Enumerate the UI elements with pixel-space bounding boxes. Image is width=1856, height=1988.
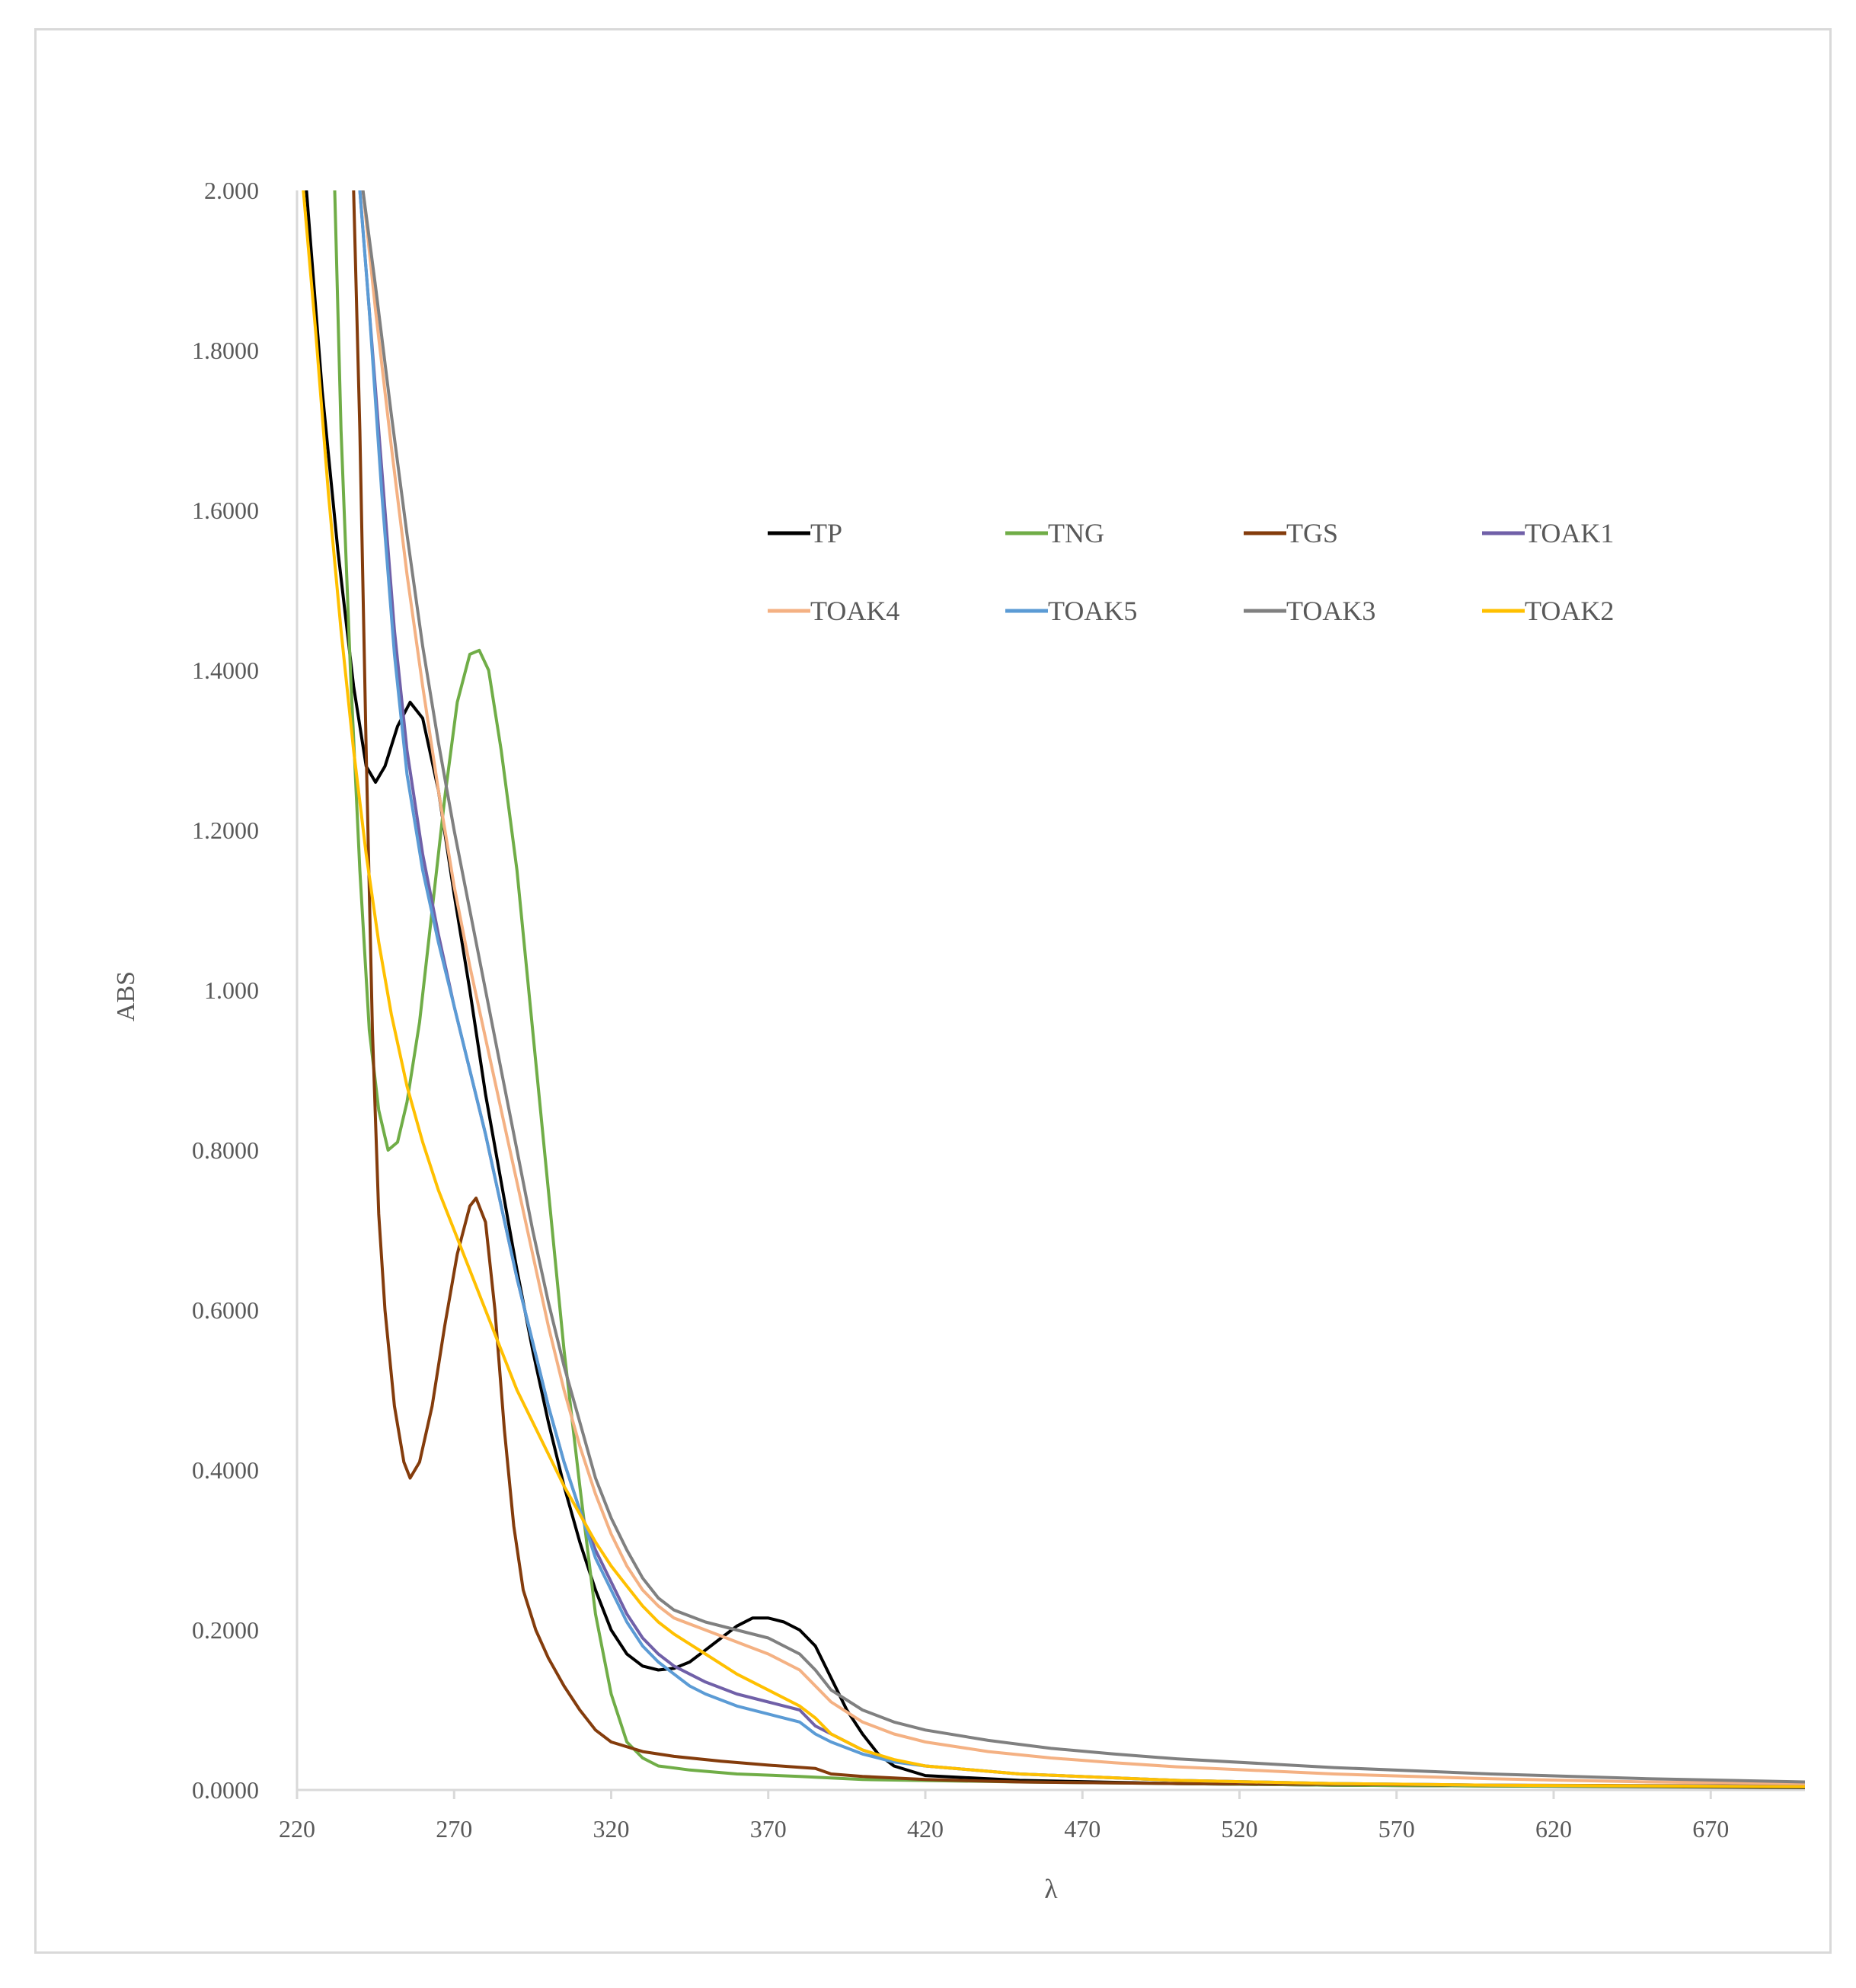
x-tick-label: 270 bbox=[436, 1815, 472, 1843]
y-tick-label: 0.6000 bbox=[192, 1296, 259, 1324]
y-tick-label: 0.4000 bbox=[192, 1456, 259, 1484]
y-tick-label: 1.8000 bbox=[192, 337, 259, 364]
x-tick-label: 420 bbox=[907, 1815, 944, 1843]
series-line-toak1 bbox=[358, 190, 1805, 1788]
legend-label-tp: TP bbox=[810, 518, 842, 548]
y-tick-label: 2.000 bbox=[204, 177, 259, 204]
x-tick-label: 470 bbox=[1064, 1815, 1101, 1843]
legend-label-toak1: TOAK1 bbox=[1525, 518, 1614, 548]
y-tick-label: 0.8000 bbox=[192, 1136, 259, 1164]
y-tick-label: 1.6000 bbox=[192, 497, 259, 524]
x-tick-label: 320 bbox=[593, 1815, 630, 1843]
line-chart: 220 270 320 370 420 470 520 570 620 670 0.0000 0.2… bbox=[112, 177, 1805, 1904]
x-tick-label: 220 bbox=[279, 1815, 315, 1843]
series-line-tng bbox=[333, 190, 1805, 1788]
y-tick-label: 1.4000 bbox=[192, 657, 259, 684]
series-line-toak5 bbox=[358, 190, 1805, 1788]
x-tick-labels: 220 270 320 370 420 470 520 570 620 670 bbox=[279, 1790, 1729, 1843]
y-tick-label: 1.2000 bbox=[192, 817, 259, 844]
x-tick-label: 570 bbox=[1378, 1815, 1415, 1843]
y-tick-label: 0.2000 bbox=[192, 1616, 259, 1644]
x-tick-label: 620 bbox=[1535, 1815, 1572, 1843]
series-line-toak4 bbox=[361, 190, 1805, 1785]
x-axis-label: λ bbox=[1044, 1874, 1058, 1904]
series-line-toak3 bbox=[361, 190, 1805, 1784]
series-line-tp bbox=[305, 190, 1805, 1789]
x-tick-label: 520 bbox=[1222, 1815, 1258, 1843]
series-line-toak2 bbox=[302, 190, 1805, 1788]
legend-label-toak5: TOAK5 bbox=[1048, 596, 1137, 626]
y-tick-label: 1.000 bbox=[204, 976, 259, 1004]
legend: TP TNG TGS TOAK1 TOAK4 TOAK5 TOAK3 TOAK2 bbox=[768, 518, 1614, 626]
series-lines bbox=[302, 190, 1805, 1789]
chart-frame: 220 270 320 370 420 470 520 570 620 670 0.0000 0.2… bbox=[34, 28, 1832, 1954]
legend-label-tgs: TGS bbox=[1286, 518, 1338, 548]
legend-label-toak3: TOAK3 bbox=[1286, 596, 1375, 626]
x-tick-label: 370 bbox=[750, 1815, 787, 1843]
y-tick-labels: 0.0000 0.2000 0.4000 0.6000 0.8000 1.000 1.200… bbox=[192, 177, 259, 1804]
legend-label-tng: TNG bbox=[1048, 518, 1104, 548]
series-line-tgs bbox=[352, 190, 1805, 1788]
legend-label-toak2: TOAK2 bbox=[1525, 596, 1614, 626]
y-tick-label: 0.0000 bbox=[192, 1776, 259, 1804]
x-tick-label: 670 bbox=[1692, 1815, 1729, 1843]
y-axis-label: ABS bbox=[112, 971, 140, 1021]
legend-label-toak4: TOAK4 bbox=[810, 596, 899, 626]
